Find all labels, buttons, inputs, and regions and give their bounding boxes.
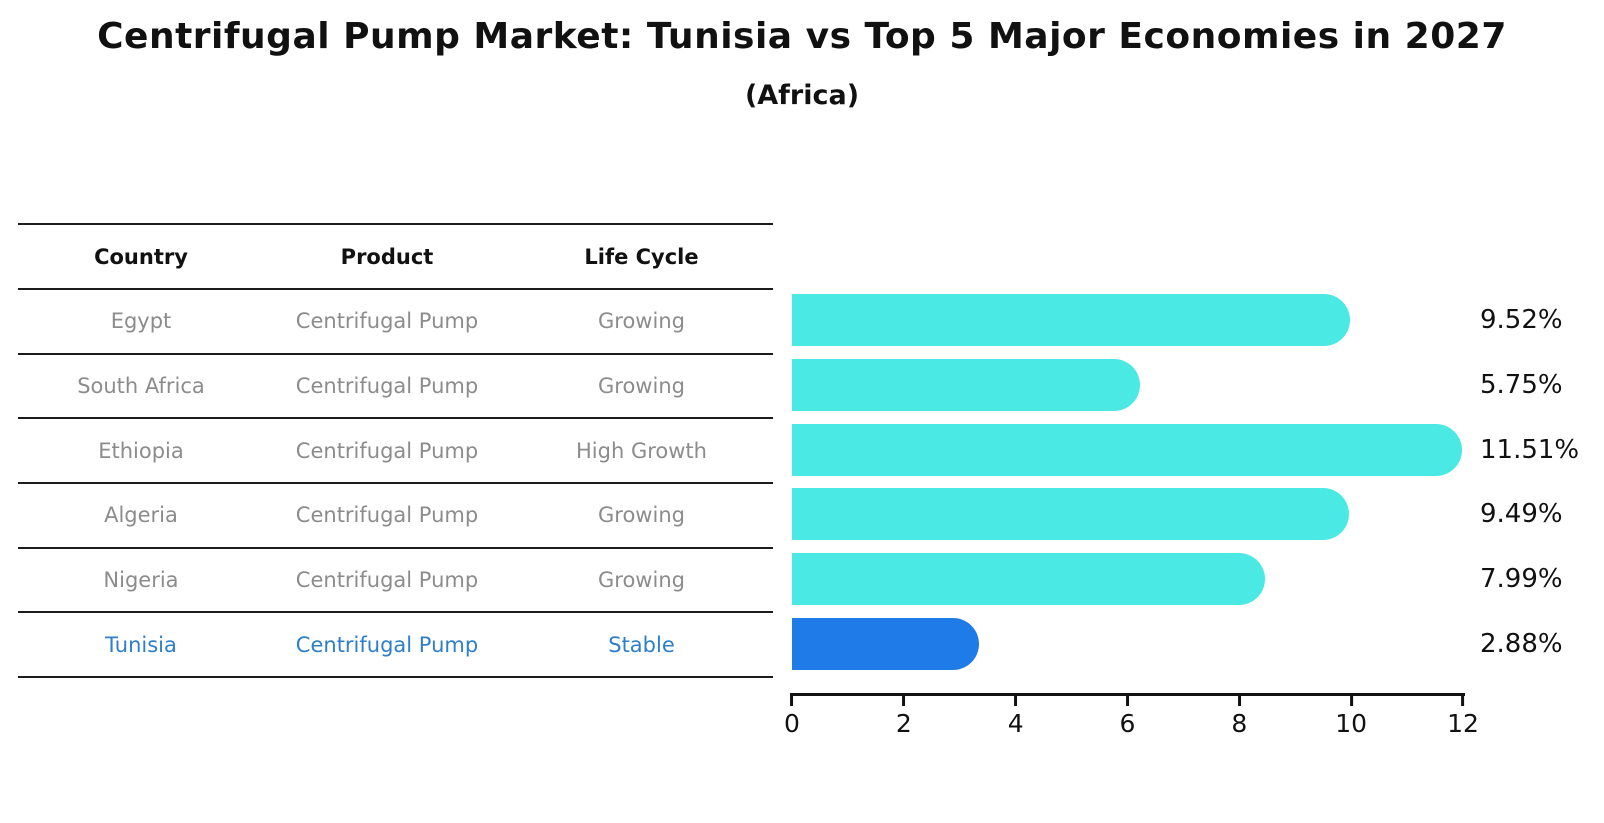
x-tick-8: 8: [1231, 696, 1247, 738]
table-row-egypt: Egypt Centrifugal Pump Growing: [18, 288, 773, 353]
value-label-ethiopia: 11.51%: [1480, 434, 1580, 465]
x-axis-line: [790, 693, 1465, 696]
product-cell: Centrifugal Pump: [295, 373, 479, 398]
tick-mark: [790, 696, 794, 706]
tick-mark: [1237, 696, 1241, 706]
tick-label: 10: [1335, 709, 1368, 738]
bar-south-africa: [792, 358, 1140, 411]
product-cell: Centrifugal Pump: [295, 503, 479, 528]
bar-row-nigeria: 7.99%: [792, 547, 1563, 612]
value-label-tunisia: 2.88%: [1480, 628, 1563, 659]
bar-chart-area: 9.52% 5.75% 11.51% 9.49% 7.99% 2.88%: [792, 288, 1579, 676]
tick-mark: [1126, 696, 1129, 706]
x-tick-12: 12: [1447, 696, 1479, 738]
product-cell: Centrifugal Pump: [295, 309, 479, 334]
value-label-egypt: 9.52%: [1480, 305, 1563, 336]
value-label-south-africa: 5.75%: [1480, 369, 1563, 400]
x-axis: 0 2 4 6 8 10 12: [784, 693, 1479, 743]
tick-mark: [1014, 696, 1018, 706]
life-cycle-cell: Growing: [598, 567, 685, 592]
bar-row-ethiopia: 11.51%: [792, 417, 1579, 482]
bar-row-tunisia: 2.88%: [792, 611, 1563, 676]
product-cell: Centrifugal Pump: [295, 632, 479, 657]
chart-subtitle: (Africa): [744, 80, 860, 111]
tick-mark: [1461, 696, 1465, 706]
country-table: Country Product Life Cycle Egypt Centrif…: [18, 223, 773, 678]
product-cell: Centrifugal Pump: [295, 567, 479, 592]
tick-label: 6: [1119, 709, 1136, 738]
bar-nigeria: [792, 552, 1265, 605]
x-tick-6: 6: [1119, 696, 1136, 738]
x-tick-4: 4: [1008, 696, 1024, 738]
tick-label: 12: [1447, 709, 1479, 738]
x-tick-0: 0: [784, 696, 800, 738]
table-row-nigeria: Nigeria Centrifugal Pump Growing: [18, 546, 773, 612]
bar-row-egypt: 9.52%: [792, 288, 1563, 353]
chart-title: Centrifugal Pump Market: Tunisia vs Top …: [97, 16, 1507, 57]
country-cell: Algeria: [104, 503, 178, 528]
bar-tunisia-highlighted: [792, 617, 979, 670]
life-cycle-cell: Growing: [598, 309, 685, 334]
country-cell: Ethiopia: [98, 438, 184, 463]
x-tick-10: 10: [1335, 696, 1367, 738]
value-label-nigeria: 7.99%: [1480, 563, 1563, 594]
tick-label: 2: [895, 709, 912, 738]
table-row-south-africa: South Africa Centrifugal Pump Growing: [18, 352, 773, 418]
bar-ethiopia: [792, 423, 1462, 476]
table-header-row: Country Product Life Cycle: [18, 223, 773, 288]
life-cycle-cell: High Growth: [576, 438, 707, 463]
bar-row-south-africa: 5.75%: [792, 353, 1563, 418]
bar-row-algeria: 9.49%: [792, 482, 1563, 547]
table-row-tunisia: Tunisia Centrifugal Pump Stable: [18, 611, 773, 676]
bar-algeria: [792, 488, 1349, 541]
tick-mark: [902, 696, 906, 706]
tick-label: 0: [784, 709, 800, 738]
table-row-algeria: Algeria Centrifugal Pump Growing: [18, 481, 773, 547]
column-header-country: Country: [94, 244, 188, 269]
bar-egypt: [792, 294, 1351, 347]
column-header-product: Product: [340, 244, 434, 269]
country-cell: Nigeria: [103, 567, 179, 592]
tick-mark: [1349, 696, 1353, 706]
country-cell: South Africa: [77, 373, 205, 398]
country-cell: Tunisia: [105, 632, 177, 657]
tick-label: 8: [1231, 709, 1248, 738]
life-cycle-cell: Growing: [598, 503, 685, 528]
product-cell: Centrifugal Pump: [295, 438, 479, 463]
life-cycle-cell: Stable: [608, 632, 675, 657]
tick-label: 4: [1007, 709, 1024, 738]
x-tick-2: 2: [896, 696, 912, 738]
value-label-algeria: 9.49%: [1480, 499, 1563, 530]
country-cell: Egypt: [110, 309, 172, 334]
table-row-ethiopia: Ethiopia Centrifugal Pump High Growth: [18, 417, 773, 482]
column-header-life-cycle: Life Cycle: [584, 244, 699, 269]
life-cycle-cell: Growing: [598, 373, 685, 398]
